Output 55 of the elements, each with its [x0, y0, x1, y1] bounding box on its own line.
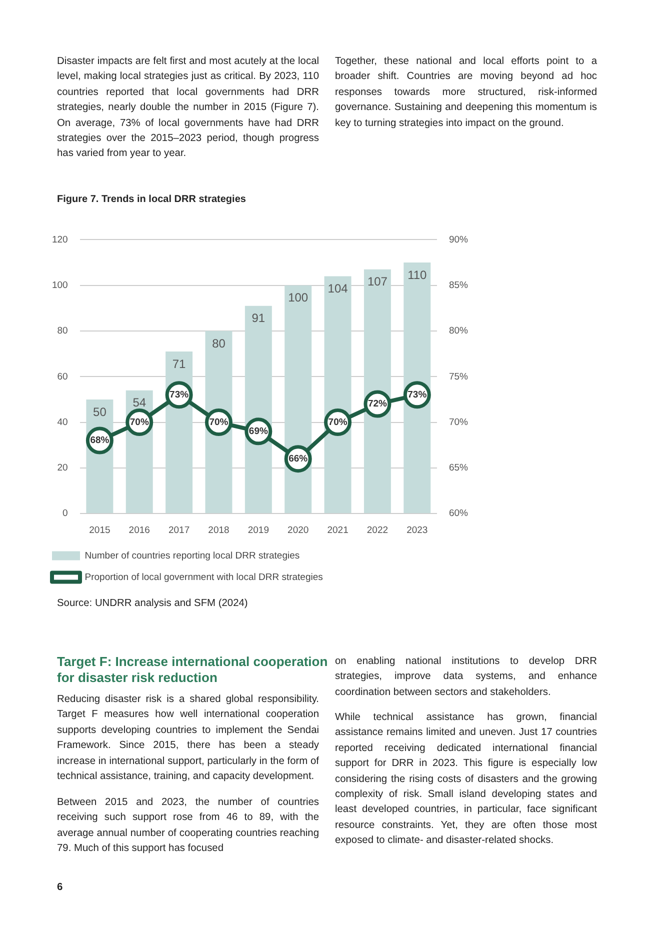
- data-label: 100: [288, 290, 308, 305]
- data-label: 68%: [90, 435, 110, 446]
- data-label: 73%: [408, 390, 428, 401]
- y-tick-label: 20: [57, 462, 68, 474]
- y-tick-label: 60: [57, 371, 68, 382]
- x-tick-label: 2019: [248, 524, 269, 536]
- text: Reducing disaster risk is a shared global responsibility. Target F measures how well international cooperation supports developing countries to implement the Sendai Framework. Since 2015, there has been a steady increase in international support, particularly in the form of technical assistance, training, and capacity development.: [57, 693, 319, 784]
- data-label: 73%: [170, 390, 190, 401]
- y2-tick-label: 60%: [448, 508, 469, 520]
- x-tick-label: 2022: [366, 524, 388, 536]
- data-label: 110: [408, 268, 428, 282]
- data-label: 66%: [288, 453, 308, 464]
- text: 6: [57, 881, 64, 895]
- y-tick-label: 40: [57, 416, 68, 428]
- text: Disaster impacts are felt first and most acutely at the local level, making local strategies just as critical. By 2023, 110 countries reported that local governments had DRR strategies, nearly double the number in 2015 (Figure 7). On average, 73% of local governments have had DRR strategies over the 2015–2023 period, though progress has varied from year to year.: [57, 55, 319, 162]
- data-label: 70%: [209, 416, 229, 428]
- y2-tick-label: 80%: [448, 326, 469, 337]
- source-note: Source: UNDRR analysis and SFM (2024): [57, 597, 249, 611]
- x-tick-label: 2020: [288, 524, 309, 536]
- bar: [364, 269, 391, 514]
- text: on enabling national institutions to develop DRR strategies, improve data systems, and enhance coordination between sectors and stakeholders.: [335, 655, 597, 700]
- data-label: 104: [328, 282, 348, 296]
- data-label: 72%: [368, 398, 388, 410]
- chart-title: Figure 7. Trends in local DRR strategies: [57, 194, 246, 205]
- legend-label: Number of countries reporting local DRR strategies: [84, 550, 300, 562]
- x-tick-label: 2016: [128, 524, 150, 536]
- data-label: 107: [367, 274, 388, 289]
- data-label: 70%: [328, 416, 348, 428]
- bar: [404, 262, 431, 514]
- data-label: 80: [212, 336, 226, 350]
- x-tick-label: 2018: [208, 524, 230, 536]
- x-tick-label: 2023: [406, 524, 428, 536]
- y2-tick-label: 90%: [448, 234, 469, 246]
- text: While technical assistance has grown, financial assistance remains limited and uneven. Just 17 countries reported receiving dedicated international financial support for DRR in 2023. This figure is especially low considering the rising costs of disasters and the growing complexity of risk. Small island developing states and least developed countries, in particular, face significant resource constraints. Yet, they are often those most exposed to climate- and disaster-related shocks.: [335, 712, 597, 846]
- y-tick-label: 100: [52, 280, 68, 291]
- y2-tick-label: 70%: [448, 416, 469, 428]
- data-label: 91: [252, 311, 266, 326]
- x-tick-label: 2015: [89, 524, 110, 536]
- x-tick-label: 2017: [168, 524, 190, 536]
- text: Between 2015 and 2023, the number of countries receiving such support rose from 46 to 89, with the average annual number of cooperating countries reaching 79. Much of this support has focused: [57, 796, 319, 856]
- data-label: 71: [172, 356, 186, 371]
- y-tick-label: 120: [52, 234, 68, 246]
- y2-tick-label: 75%: [448, 371, 469, 382]
- y-tick-label: 80: [57, 326, 68, 337]
- y2-tick-label: 65%: [448, 462, 469, 474]
- x-tick-label: 2021: [327, 524, 348, 536]
- data-label: 69%: [248, 426, 268, 438]
- data-label: 70%: [130, 416, 150, 428]
- y2-tick-label: 85%: [448, 280, 469, 291]
- legend-label: Proportion of local government with local DRR strategies: [84, 572, 324, 583]
- y-tick-label: 0: [62, 508, 68, 520]
- data-label: 50: [93, 404, 107, 419]
- text: Target F: Increase international cooperation for disaster risk reduction: [57, 654, 328, 685]
- text: Together, these national and local efforts point to a broader shift. Countries are moving beyond ad hoc responses towards more structured, risk-informed governance. Sustaining and deepening this momentum is key to turning strategies into impact on the ground.: [335, 55, 597, 131]
- data-label: 54: [132, 396, 146, 410]
